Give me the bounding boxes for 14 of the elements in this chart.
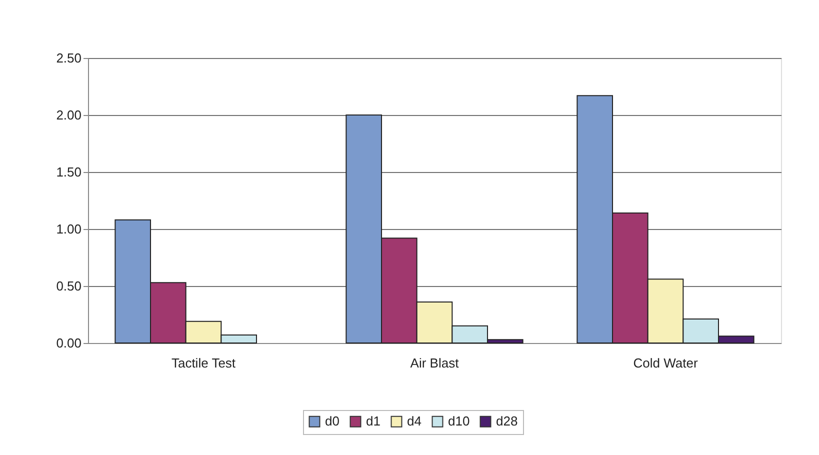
y-tick-label: 2.50 — [56, 50, 82, 66]
y-tick-label: 0.50 — [56, 278, 82, 294]
y-tick-label: 0.00 — [56, 336, 82, 350]
legend-label: d1 — [366, 414, 380, 429]
x-tick-label: Air Blast — [410, 356, 460, 370]
y-tick-label: 1.00 — [56, 222, 82, 236]
y-tick-label: 1.50 — [56, 164, 82, 180]
x-tick-label: Tactile Test — [171, 356, 236, 370]
legend-label: d0 — [325, 414, 340, 429]
legend-label: d10 — [448, 414, 470, 429]
legend-label: d4 — [407, 414, 422, 429]
legend-label: d28 — [496, 414, 518, 429]
y-tick-label: 2.00 — [56, 108, 82, 122]
x-tick-label: Cold Water — [633, 356, 698, 370]
